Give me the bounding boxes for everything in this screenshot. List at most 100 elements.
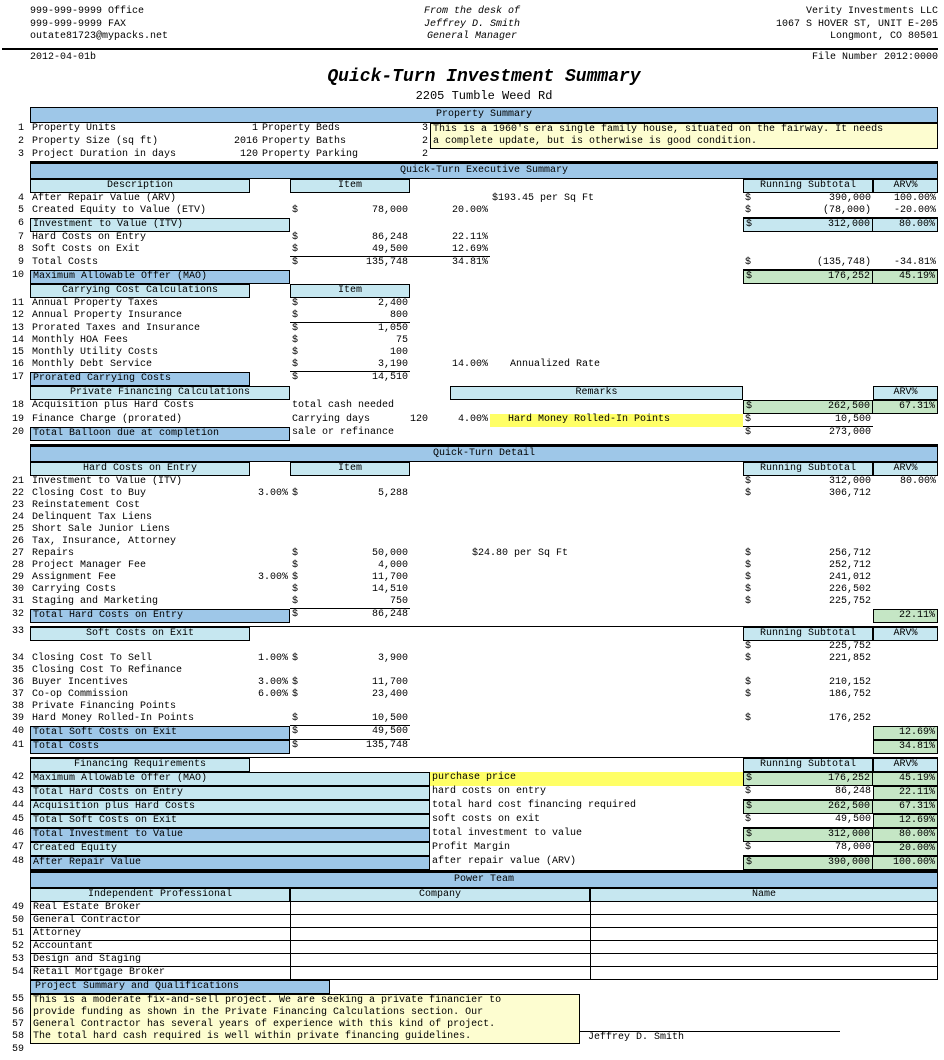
fc-pct: 4.00%	[430, 414, 490, 427]
debt-pct: 14.00%	[410, 359, 490, 372]
row-num: 35	[2, 665, 30, 677]
file-bar: 2012-04-01b File Number 2012:0000	[2, 50, 938, 65]
from-line: From the desk of	[424, 6, 520, 19]
fr47-label: Created Equity	[30, 842, 250, 856]
manager-title: General Manager	[424, 31, 520, 44]
row-num: 37	[2, 689, 30, 701]
fc-remark: Hard Money Rolled-In Points	[490, 414, 743, 427]
tsce-item: 49,500	[306, 726, 410, 740]
tc-item: 135,748	[306, 257, 410, 270]
fc-note: Carrying days	[290, 414, 390, 427]
hdr-arv-hce: ARV%	[873, 462, 938, 476]
ccr-label: Closing Cost To Refinance	[30, 665, 290, 677]
fr44-label: Acquisition plus Hard Costs	[30, 800, 250, 814]
row-num: 49	[2, 902, 30, 915]
hdr-name: Name	[590, 888, 938, 902]
proj-dur-label: Project Duration in days	[30, 149, 200, 161]
row-num: 36	[2, 677, 30, 689]
ccb-label: Closing Cost to Buy	[30, 488, 230, 500]
prop-beds-val: 3	[400, 123, 430, 136]
psq-l1: This is a moderate fix-and-sell project.…	[30, 994, 560, 1007]
contact-left: 999-999-9999 Office 999-999-9999 FAX out…	[30, 6, 168, 44]
row-num: 47	[2, 842, 30, 856]
row-num: 57	[2, 1019, 30, 1031]
hdr-hce: Hard Costs on Entry	[30, 462, 250, 476]
hdr-arv-pct: ARV%	[873, 179, 938, 193]
tsce-label: Total Soft Costs on Exit	[30, 726, 250, 740]
hmrp-label: Hard Money Rolled-In Points	[30, 713, 290, 726]
section-qes: Quick-Turn Executive Summary	[30, 163, 938, 179]
af-pct: 3.00%	[230, 572, 290, 584]
debt-label: Monthly Debt Service	[30, 359, 290, 372]
fc-sub: 10,500	[759, 414, 873, 427]
prop-note-l2: a complete update, but is otherwise is g…	[430, 136, 938, 149]
sm-item: 750	[306, 596, 410, 609]
fr43-note: hard costs on entry	[430, 786, 743, 800]
row-num: 30	[2, 584, 30, 596]
pti-val: 1,050	[306, 323, 410, 335]
row-num: 59	[2, 1044, 30, 1056]
ssjl-label: Short Sale Junior Liens	[30, 524, 290, 536]
fr42-sub: 176,252	[759, 772, 873, 786]
letterhead: 999-999-9999 Office 999-999-9999 FAX out…	[2, 4, 938, 50]
pmf-sub: 252,712	[759, 560, 873, 572]
row-num: 14	[2, 335, 30, 347]
ccs-label: Closing Cost To Sell	[30, 653, 230, 665]
util-val: 100	[306, 347, 410, 359]
hdr-rsub-hce: Running Subtotal	[743, 462, 873, 476]
arv-pct: 100.00%	[873, 193, 938, 205]
email: outate81723@mypacks.net	[30, 31, 168, 44]
cc-sub: 226,502	[759, 584, 873, 596]
row-num: 22	[2, 488, 30, 500]
section-qtd: Quick-Turn Detail	[30, 446, 938, 462]
pmf-label: Project Manager Fee	[30, 560, 290, 572]
fr42-label: Maximum Allowable Offer (MAO)	[30, 772, 250, 786]
row-num: 46	[2, 828, 30, 842]
util-label: Monthly Utility Costs	[30, 347, 290, 359]
bi-label: Buyer Incentives	[30, 677, 230, 689]
etv-sub: (78,000)	[759, 205, 873, 218]
prop-beds-label: Property Beds	[260, 123, 400, 136]
row-num: 43	[2, 786, 30, 800]
pt54: Retail Mortgage Broker	[30, 967, 290, 980]
fr46-arv: 80.00%	[873, 828, 938, 842]
tc2-item: 135,748	[306, 740, 410, 754]
hdr-running-subtotal: Running Subtotal	[743, 179, 873, 193]
coc-pct: 6.00%	[230, 689, 290, 701]
row-num: 5	[2, 205, 30, 218]
ccb-item: 5,288	[306, 488, 410, 500]
etv-arv: -20.00%	[873, 205, 938, 218]
coc-label: Co-op Commission	[30, 689, 230, 701]
sm-sub: 225,752	[759, 596, 873, 609]
row-num: 50	[2, 915, 30, 928]
row-num: 7	[2, 232, 30, 244]
cc-label: Carrying Costs	[30, 584, 290, 596]
fr45-label: Total Soft Costs on Exit	[30, 814, 250, 828]
row-num: 27	[2, 548, 30, 560]
section-pfc: Private Financing Calculations	[30, 386, 290, 400]
hdr-sce: Soft Costs on Exit	[30, 627, 250, 641]
date-id: 2012-04-01b	[30, 52, 96, 63]
hce-label: Hard Costs on Entry	[30, 232, 290, 244]
cc-item: 14,510	[306, 584, 410, 596]
pti-label: Prorated Taxes and Insurance	[30, 323, 290, 335]
pt49: Real Estate Broker	[30, 902, 290, 915]
row-num: 55	[2, 994, 30, 1007]
company-addr2: Longmont, CO 80501	[776, 31, 938, 44]
row-num: 13	[2, 323, 30, 335]
repairs-note: $24.80 per Sq Ft	[470, 548, 743, 560]
fr42-note: purchase price	[430, 772, 743, 786]
repairs-sub: 256,712	[759, 548, 873, 560]
row-num: 41	[2, 740, 30, 754]
tc-label: Total Costs	[30, 257, 290, 270]
tax-val: 2,400	[306, 298, 410, 310]
fr43-label: Total Hard Costs on Entry	[30, 786, 250, 800]
row-num: 2	[2, 136, 30, 149]
row-num: 20	[2, 427, 30, 441]
fr43-sub: 86,248	[759, 786, 873, 800]
pt52: Accountant	[30, 941, 290, 954]
fr44-sub: 262,500	[759, 800, 873, 814]
hce-pct: 22.11%	[410, 232, 490, 244]
row-num: 52	[2, 941, 30, 954]
hdr-remarks: Remarks	[450, 386, 743, 400]
